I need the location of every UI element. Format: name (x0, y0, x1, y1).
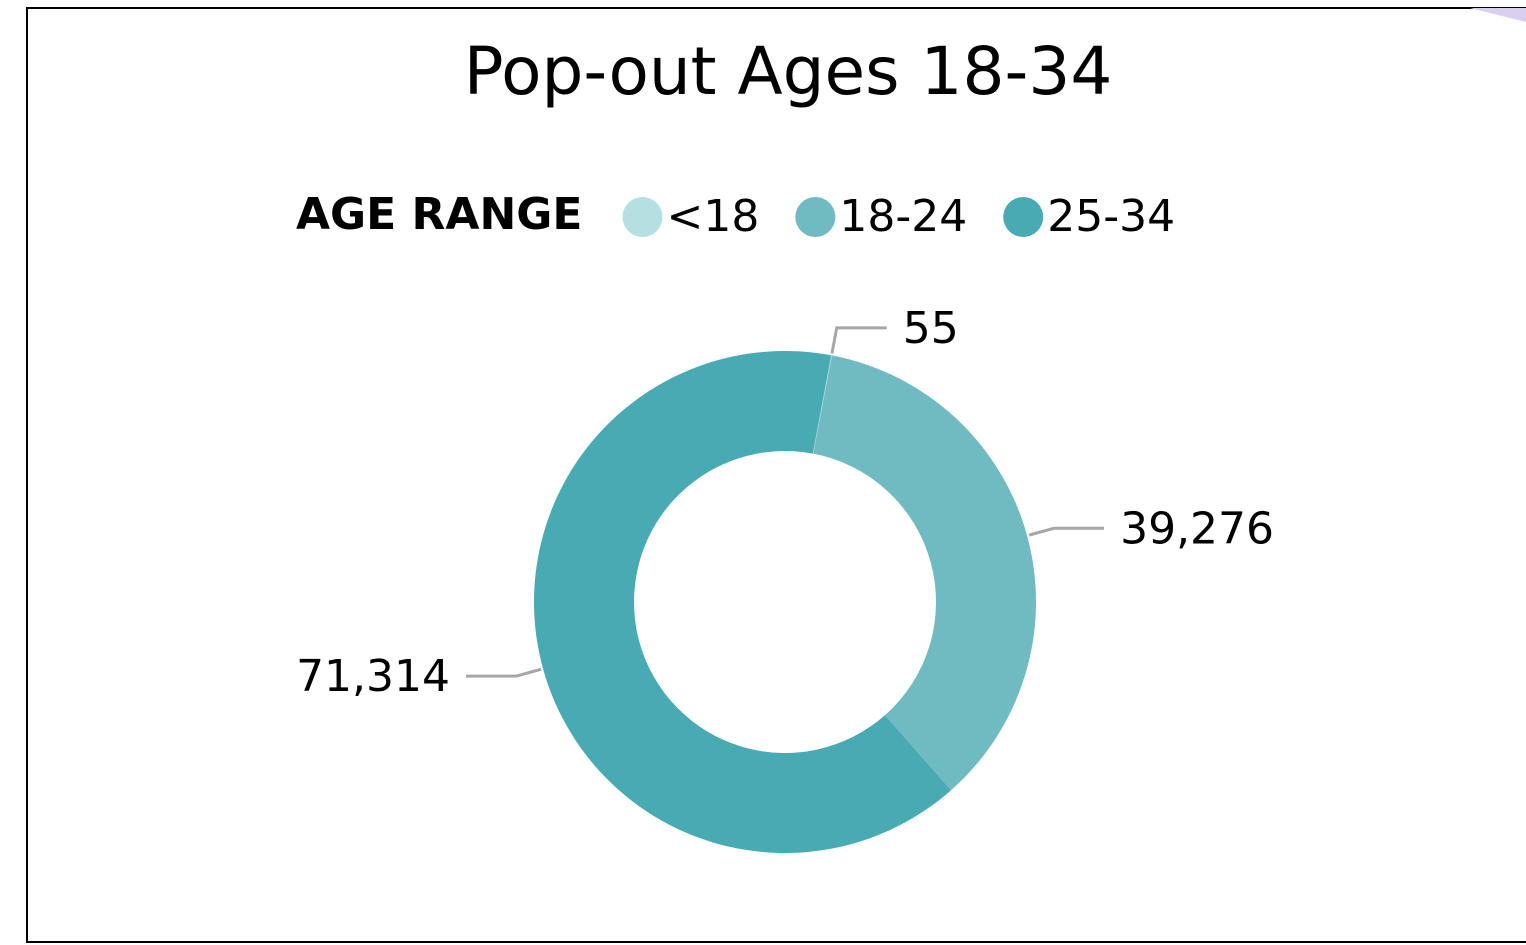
legend: AGE RANGE <18 18-24 25-34 (296, 189, 1175, 242)
leader-line (830, 326, 887, 354)
leader-line (466, 667, 542, 678)
data-label: 71,314 (296, 651, 450, 702)
legend-swatch (1003, 197, 1044, 237)
legend-label: 25-34 (1047, 191, 1175, 242)
legend-label: <18 (666, 191, 759, 242)
legend-swatch (622, 197, 663, 237)
chart-title: Pop-out Ages 18-34 (464, 33, 1113, 110)
data-label: 55 (903, 303, 959, 354)
data-label: 39,276 (1120, 503, 1274, 554)
legend-swatch (795, 197, 836, 237)
donut-slice (813, 355, 1037, 791)
legend-title: AGE RANGE (296, 189, 582, 240)
corner-decoration (1470, 8, 1526, 22)
legend-label: 18-24 (839, 191, 967, 242)
donut-slice (534, 351, 952, 853)
donut-slice (812, 355, 832, 454)
leader-line (1028, 526, 1105, 537)
